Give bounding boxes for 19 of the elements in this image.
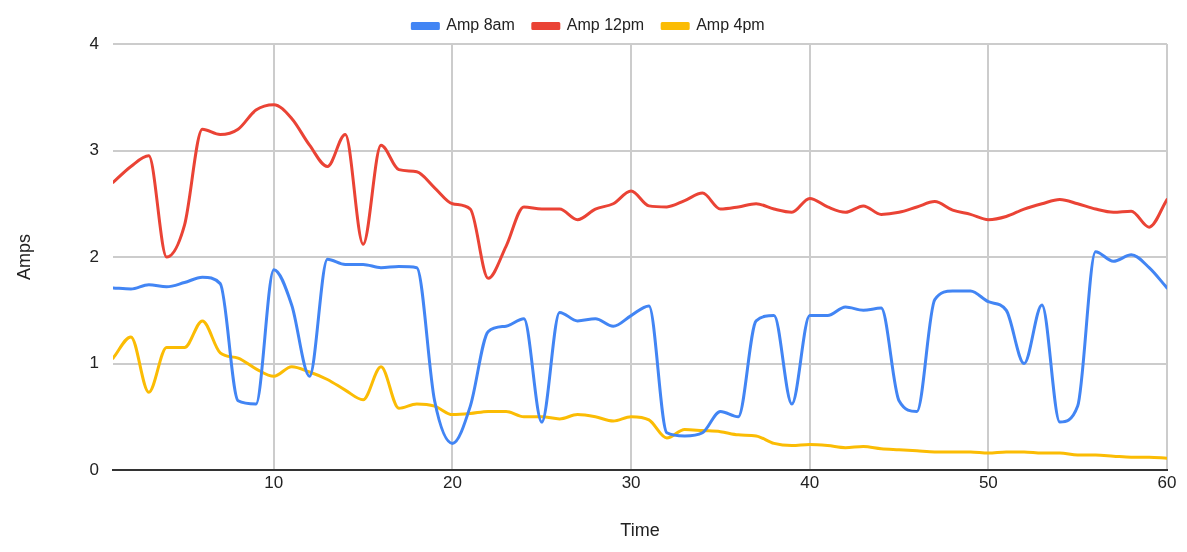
legend-label: Amp 12pm [566,16,645,34]
y-tick-label: 4 [89,33,100,53]
x-tick-label: 30 [621,472,641,492]
y-tick-label: 2 [89,246,100,266]
y-axis-title: Amps [13,233,34,281]
x-tick-label: 60 [1157,472,1177,492]
x-tick-label: 20 [443,472,462,492]
y-tick-label: 0 [89,459,100,479]
line-series [113,103,1167,280]
line-series [113,250,1167,445]
legend-label: Amp 4pm [696,16,765,34]
line-series [113,319,1167,460]
x-tick-label: 40 [800,472,820,492]
y-tick-label: 1 [89,353,100,373]
y-tick-label: 3 [89,140,100,160]
x-tick-label: 10 [264,472,284,492]
x-axis-title: Time [620,520,660,541]
x-tick-label: 50 [978,472,998,492]
legend-label: Amp 8am [446,16,515,34]
